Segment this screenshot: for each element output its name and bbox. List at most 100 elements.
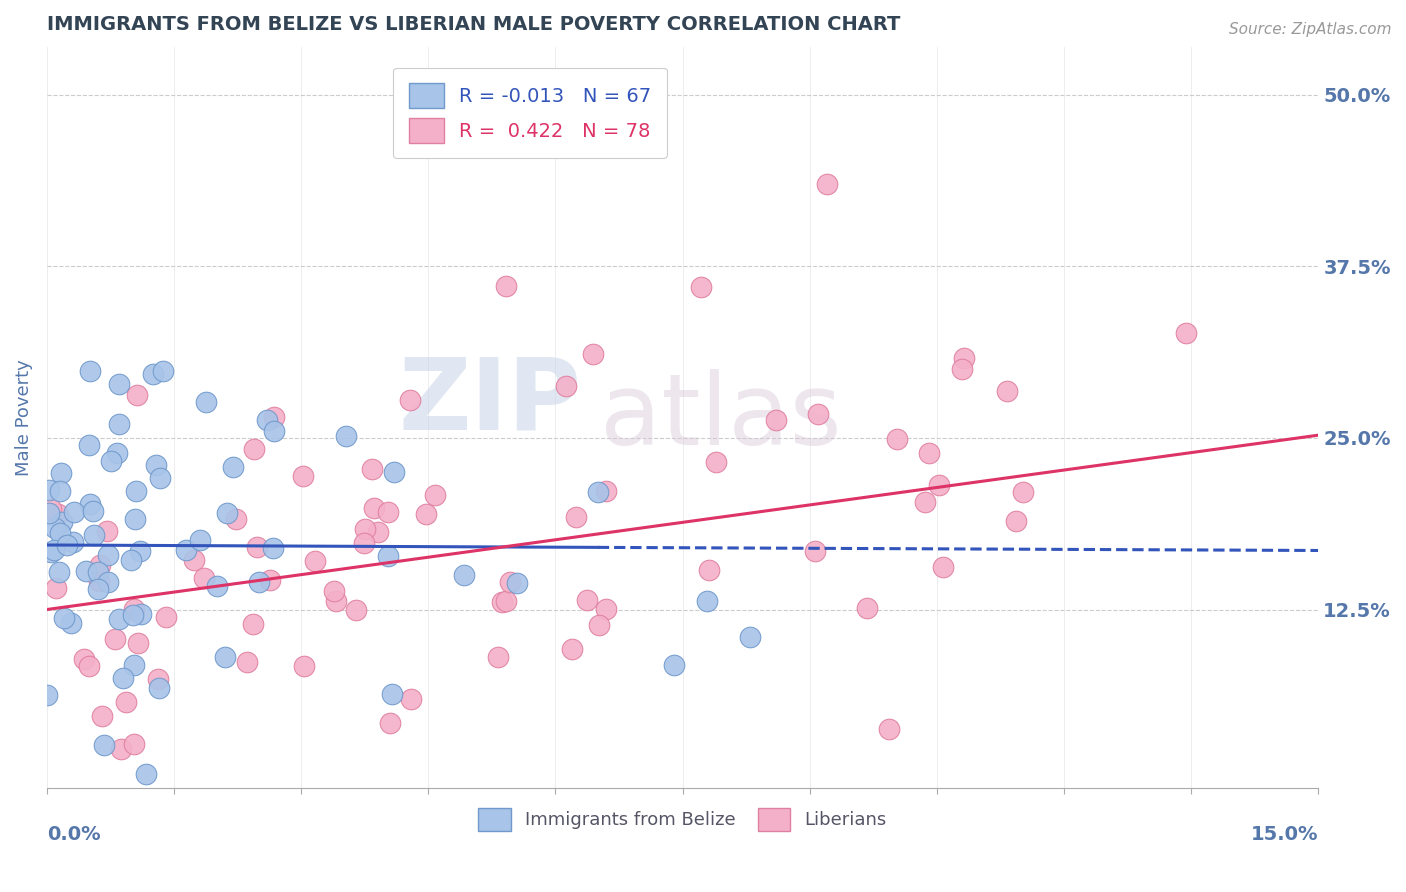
Point [135,767,157,781]
Text: IMMIGRANTS FROM BELIZE VS LIBERIAN MALE POVERTY CORRELATION CHART: IMMIGRANTS FROM BELIZE VS LIBERIAN MALE … [46,15,900,34]
Point [367,525,389,540]
Point [953,351,976,366]
Point [112,671,135,685]
Point [124,483,146,498]
Point [38,506,60,520]
Text: 0.0%: 0.0% [46,825,100,844]
Point [586,484,609,499]
Point [697,563,720,577]
Point [325,594,347,608]
Point [696,594,718,608]
Point [107,612,129,626]
Point [704,455,727,469]
Point [42,542,65,557]
Point [236,655,259,669]
Point [361,462,384,476]
Point [73,652,96,666]
Point [142,367,165,381]
Point [803,543,825,558]
Point [49,483,72,498]
Point [304,554,326,568]
Point [582,347,605,361]
Point [129,544,152,558]
Point [377,549,399,563]
Point [59,615,82,630]
Point [950,362,973,376]
Point [194,394,217,409]
Point [322,583,344,598]
Point [564,510,586,524]
Point [595,484,617,499]
Point [148,681,170,695]
Point [45,582,67,596]
Point [399,691,422,706]
Point [886,432,908,446]
Point [155,610,177,624]
Text: atlas: atlas [600,368,842,466]
Point [124,511,146,525]
Point [588,618,610,632]
Point [377,505,399,519]
Point [86,565,108,579]
Point [188,533,211,547]
Point [353,522,375,536]
Point [928,478,950,492]
Point [120,553,142,567]
Point [243,442,266,457]
Point [104,632,127,646]
Point [62,535,84,549]
Point [259,573,281,587]
Point [495,594,517,608]
Point [335,429,357,443]
Point [87,574,110,589]
Point [108,417,131,431]
Point [49,466,72,480]
Point [129,607,152,622]
Point [83,528,105,542]
Point [292,469,315,483]
Point [193,571,215,585]
Point [39,502,62,516]
Point [247,574,270,589]
Point [89,558,111,573]
Point [292,659,315,673]
Legend: Immigrants from Belize, Liberians: Immigrants from Belize, Liberians [471,801,894,838]
Point [363,501,385,516]
Point [662,657,685,672]
Point [48,526,70,541]
Y-axis label: Male Poverty: Male Poverty [15,359,32,475]
Point [110,742,132,756]
Point [122,657,145,672]
Point [453,567,475,582]
Point [39,545,62,559]
Point [918,446,941,460]
Text: ZIP: ZIP [398,354,581,451]
Point [105,446,128,460]
Point [77,437,100,451]
Point [44,521,66,535]
Point [256,413,278,427]
Point [48,565,70,579]
Point [82,504,104,518]
Point [486,650,509,665]
Point [595,601,617,615]
Point [79,497,101,511]
Point [378,716,401,731]
Point [499,575,522,590]
Text: 15.0%: 15.0% [1251,825,1319,844]
Point [382,465,405,479]
Point [225,512,247,526]
Point [87,582,110,596]
Point [122,737,145,751]
Point [215,507,238,521]
Point [399,393,422,408]
Point [93,738,115,752]
Point [1004,514,1026,528]
Point [205,579,228,593]
Point [100,453,122,467]
Point [1011,484,1033,499]
Text: Source: ZipAtlas.com: Source: ZipAtlas.com [1229,22,1392,37]
Point [506,576,529,591]
Point [353,535,375,549]
Point [415,507,437,521]
